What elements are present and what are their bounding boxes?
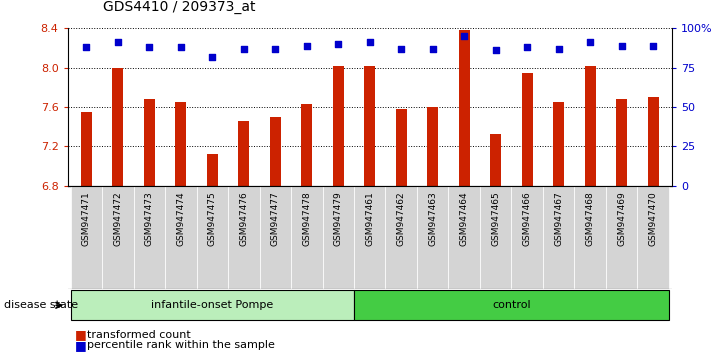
- Point: [207, 54, 218, 59]
- Bar: [385, 186, 417, 289]
- Bar: [553, 102, 564, 186]
- Point: [427, 46, 439, 52]
- Text: GSM947465: GSM947465: [491, 191, 500, 246]
- Bar: [134, 186, 165, 289]
- Bar: [176, 102, 186, 186]
- Bar: [354, 290, 669, 320]
- Bar: [238, 121, 250, 186]
- Point: [364, 40, 375, 45]
- Point: [238, 46, 250, 52]
- Bar: [574, 186, 606, 289]
- Bar: [449, 186, 480, 289]
- Text: GSM947467: GSM947467: [554, 191, 563, 246]
- Bar: [301, 104, 312, 186]
- Bar: [291, 186, 323, 289]
- Bar: [364, 66, 375, 186]
- Bar: [637, 186, 669, 289]
- Text: ■: ■: [75, 328, 87, 341]
- Text: ■: ■: [75, 339, 87, 352]
- Point: [175, 44, 186, 50]
- Bar: [511, 186, 542, 289]
- Text: control: control: [492, 300, 530, 310]
- Bar: [333, 66, 343, 186]
- Text: GSM947473: GSM947473: [145, 191, 154, 246]
- Point: [584, 40, 596, 45]
- Text: GSM947479: GSM947479: [333, 191, 343, 246]
- Bar: [616, 99, 627, 186]
- Bar: [522, 73, 533, 186]
- Bar: [102, 186, 134, 289]
- Text: GDS4410 / 209373_at: GDS4410 / 209373_at: [103, 0, 255, 14]
- Text: GSM947470: GSM947470: [648, 191, 658, 246]
- Bar: [260, 186, 291, 289]
- Bar: [542, 186, 574, 289]
- Point: [144, 44, 155, 50]
- Bar: [459, 30, 470, 186]
- Bar: [427, 107, 438, 186]
- Text: GSM947475: GSM947475: [208, 191, 217, 246]
- Text: GSM947478: GSM947478: [302, 191, 311, 246]
- Bar: [165, 186, 197, 289]
- Bar: [606, 186, 637, 289]
- Point: [112, 40, 124, 45]
- Text: GSM947466: GSM947466: [523, 191, 532, 246]
- Bar: [396, 109, 407, 186]
- Bar: [144, 99, 155, 186]
- Point: [490, 47, 501, 53]
- Point: [333, 41, 344, 47]
- Point: [269, 46, 281, 52]
- Bar: [112, 68, 124, 186]
- Point: [616, 43, 627, 48]
- Bar: [480, 186, 511, 289]
- Bar: [648, 97, 658, 186]
- Bar: [354, 186, 385, 289]
- Text: GSM947472: GSM947472: [114, 191, 122, 246]
- Text: GSM947461: GSM947461: [365, 191, 374, 246]
- Point: [553, 46, 565, 52]
- Point: [81, 44, 92, 50]
- Bar: [490, 134, 501, 186]
- Text: GSM947471: GSM947471: [82, 191, 91, 246]
- Text: disease state: disease state: [4, 300, 77, 310]
- Bar: [81, 112, 92, 186]
- Text: GSM947469: GSM947469: [617, 191, 626, 246]
- Text: transformed count: transformed count: [87, 330, 191, 339]
- Bar: [70, 186, 102, 289]
- Bar: [584, 66, 596, 186]
- Point: [301, 43, 312, 48]
- Bar: [207, 154, 218, 186]
- Bar: [417, 186, 449, 289]
- Bar: [228, 186, 260, 289]
- Bar: [197, 186, 228, 289]
- Text: infantile-onset Pompe: infantile-onset Pompe: [151, 300, 274, 310]
- Text: GSM947476: GSM947476: [240, 191, 248, 246]
- Bar: [269, 117, 281, 186]
- Text: GSM947462: GSM947462: [397, 191, 406, 246]
- Text: GSM947464: GSM947464: [459, 191, 469, 246]
- Text: GSM947468: GSM947468: [586, 191, 594, 246]
- Bar: [323, 186, 354, 289]
- Text: GSM947477: GSM947477: [271, 191, 280, 246]
- Text: percentile rank within the sample: percentile rank within the sample: [87, 340, 275, 350]
- Point: [459, 33, 470, 39]
- Bar: [70, 290, 354, 320]
- Point: [647, 43, 658, 48]
- Text: GSM947474: GSM947474: [176, 191, 186, 246]
- Point: [395, 46, 407, 52]
- Point: [521, 44, 533, 50]
- Text: GSM947463: GSM947463: [428, 191, 437, 246]
